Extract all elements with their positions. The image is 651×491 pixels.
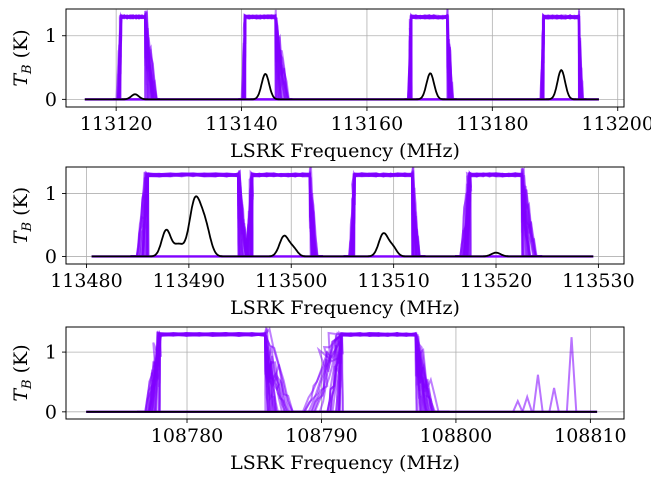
y-axis-label: TB (K) xyxy=(10,187,35,244)
sample-spike xyxy=(532,374,544,412)
plot-area xyxy=(86,327,598,414)
sample-trace xyxy=(536,14,587,101)
axes-frame xyxy=(65,8,625,108)
x-tick-label: 113480 xyxy=(50,270,123,292)
x-tick-label: 113160 xyxy=(331,113,404,135)
x-tick-label: 108800 xyxy=(420,425,493,447)
sample-trace xyxy=(455,168,543,258)
sample-spike xyxy=(521,393,533,413)
sample-band xyxy=(130,168,254,258)
sample-spike xyxy=(512,398,524,413)
axes-frame xyxy=(65,166,625,265)
sample-band xyxy=(294,330,450,413)
sample-band xyxy=(343,167,426,258)
sample-trace xyxy=(137,327,302,413)
sample-band xyxy=(404,9,457,101)
x-tick-label: 113200 xyxy=(581,113,651,135)
subplot-3: 108780 108790 108800 108810 0 1 TB (K) LSRK Fre… xyxy=(10,326,627,474)
sample-band xyxy=(137,327,302,413)
sample-band xyxy=(455,167,543,258)
sample-trace xyxy=(241,173,323,258)
x-tick-label: 108810 xyxy=(554,425,627,447)
sample-trace xyxy=(294,332,450,413)
subplot-2: 113480 113490 113500 113510 113520 113530 0 1 TB… xyxy=(10,166,635,319)
x-axis-label: LSRK Frequency (MHz) xyxy=(230,140,460,162)
mean-spectrum-line xyxy=(91,195,594,258)
x-tick-label: 113180 xyxy=(456,113,529,135)
sample-trace xyxy=(294,332,450,413)
sample-trace xyxy=(238,14,293,101)
sample-band xyxy=(238,9,293,101)
y-tick-label: 0 xyxy=(45,246,57,268)
x-axis-label: LSRK Frequency (MHz) xyxy=(230,297,460,319)
sample-trace xyxy=(238,15,293,101)
sample-trace xyxy=(343,172,426,258)
x-tick-label: 113530 xyxy=(562,270,635,292)
mean-spectrum-line xyxy=(84,68,599,101)
y-tick-label: 1 xyxy=(45,25,57,47)
x-tick-label: 113510 xyxy=(357,270,430,292)
x-tick-label: 113120 xyxy=(80,113,153,135)
sample-trace xyxy=(130,172,254,258)
x-tick-label: 108780 xyxy=(151,425,224,447)
sample-trace xyxy=(137,329,302,413)
sample-band xyxy=(536,9,587,101)
sample-trace xyxy=(113,14,160,101)
y-axis-label: TB (K) xyxy=(10,344,35,401)
y-tick-label: 0 xyxy=(45,89,57,111)
axes-frame xyxy=(65,326,625,420)
x-axis-label: LSRK Frequency (MHz) xyxy=(230,452,460,474)
sample-band xyxy=(113,9,160,101)
y-axis-label: TB (K) xyxy=(10,29,35,86)
sample-trace xyxy=(130,173,254,258)
x-tick-label: 113490 xyxy=(153,270,226,292)
x-tick-label: 108790 xyxy=(285,425,358,447)
x-tick-label: 113500 xyxy=(255,270,328,292)
sample-spike xyxy=(548,387,560,413)
y-tick-label: 0 xyxy=(45,401,57,423)
subplot-1: 113120 113140 113160 113180 113200 0 1 TB (K) LS… xyxy=(10,8,651,162)
y-tick-label: 1 xyxy=(45,342,57,364)
sample-trace xyxy=(130,169,254,258)
plot-area xyxy=(84,9,599,101)
sample-spike xyxy=(565,337,578,412)
sample-band xyxy=(241,167,323,258)
y-tick-label: 1 xyxy=(45,183,57,205)
plot-area xyxy=(91,167,594,258)
x-tick-label: 113520 xyxy=(460,270,533,292)
sample-trace xyxy=(404,9,457,101)
x-tick-label: 113140 xyxy=(205,113,278,135)
